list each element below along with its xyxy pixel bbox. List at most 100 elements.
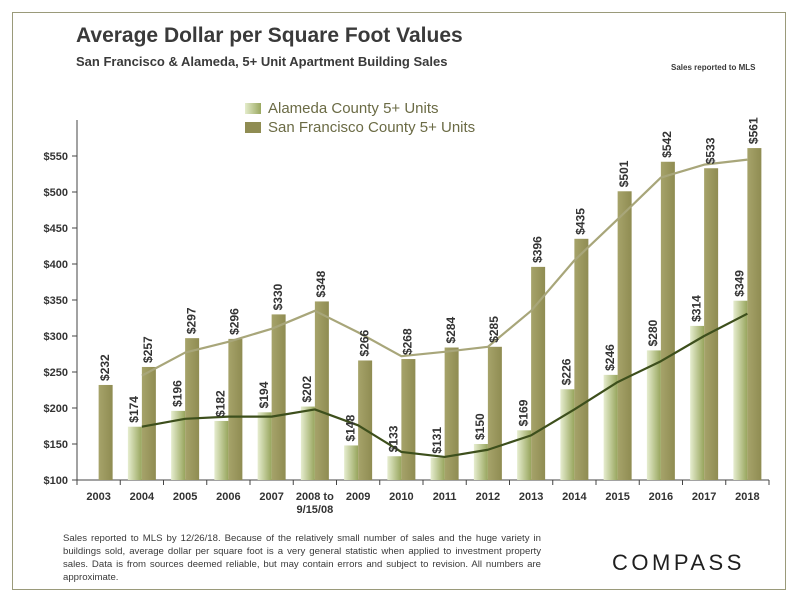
y-tick-label: $300	[44, 331, 68, 343]
data-label-san-francisco: $285	[487, 316, 501, 343]
data-label-alameda: $150	[473, 413, 487, 440]
bar-san-francisco	[531, 266, 546, 480]
bar-san-francisco	[141, 366, 156, 480]
data-label-san-francisco: $435	[574, 208, 588, 235]
bar-alameda	[560, 389, 575, 480]
data-label-alameda: $131	[430, 427, 444, 454]
data-label-alameda: $226	[560, 358, 574, 385]
legend-swatch-alameda	[245, 103, 261, 114]
data-label-san-francisco: $296	[228, 308, 242, 335]
y-tick-label: $250	[44, 367, 68, 379]
data-label-san-francisco: $396	[530, 236, 544, 263]
bar-alameda	[257, 412, 272, 480]
legend-swatch-sf	[245, 122, 261, 133]
x-tick-label: 2005	[173, 491, 197, 503]
data-label-alameda: $194	[257, 381, 271, 408]
x-tick-label: 2004	[130, 491, 155, 503]
bar-san-francisco	[660, 161, 675, 480]
x-tick-label: 2012	[476, 491, 500, 503]
data-label-alameda: $349	[733, 270, 747, 297]
data-label-alameda: $148	[343, 414, 357, 441]
bar-san-francisco	[704, 168, 719, 481]
data-label-alameda: $280	[646, 319, 660, 346]
legend-label-sf: San Francisco County 5+ Units	[268, 119, 476, 136]
legend-item-alameda: Alameda County 5+ Units	[245, 99, 475, 118]
data-label-alameda: $174	[127, 396, 141, 423]
bar-alameda	[127, 426, 142, 480]
bar-san-francisco	[185, 338, 200, 480]
legend-item-sf: San Francisco County 5+ Units	[245, 118, 475, 137]
x-tick-label-line2: 9/15/08	[297, 504, 334, 516]
data-label-san-francisco: $284	[444, 316, 458, 343]
bar-san-francisco	[747, 148, 762, 480]
bar-alameda	[690, 325, 705, 480]
bar-alameda	[171, 410, 186, 480]
data-label-san-francisco: $232	[98, 354, 112, 381]
x-tick-label: 2009	[346, 491, 370, 503]
chart-legend: Alameda County 5+ Units San Francisco Co…	[245, 99, 475, 137]
data-label-san-francisco: $348	[314, 270, 328, 297]
trendline-alameda	[141, 312, 748, 459]
x-tick-label: 2014	[562, 491, 587, 503]
bar-alameda	[473, 444, 488, 480]
x-tick-label: 2007	[259, 491, 283, 503]
data-label-san-francisco: $533	[703, 137, 717, 164]
data-label-san-francisco: $501	[617, 160, 631, 187]
bar-alameda	[603, 374, 618, 480]
x-tick-label: 2006	[216, 491, 240, 503]
x-tick-label: 2010	[389, 491, 413, 503]
x-tick-label: 2018	[735, 491, 759, 503]
chart-subtitle: San Francisco & Alameda, 5+ Unit Apartme…	[76, 54, 448, 69]
y-tick-label: $450	[44, 223, 68, 235]
trendline-san-francisco	[141, 158, 748, 377]
x-tick-label: 2013	[519, 491, 543, 503]
source-note: Sales reported to MLS	[671, 63, 756, 72]
bar-alameda	[517, 430, 532, 480]
x-tick-label: 2015	[605, 491, 629, 503]
data-label-alameda: $196	[170, 380, 184, 407]
bar-san-francisco	[314, 301, 329, 480]
bar-alameda	[300, 406, 315, 480]
data-label-san-francisco: $330	[271, 283, 285, 310]
compass-logo: COMPASS	[612, 550, 745, 575]
bar-alameda	[733, 300, 748, 480]
y-tick-label: $350	[44, 295, 68, 307]
bar-san-francisco	[444, 347, 459, 480]
bar-alameda	[214, 420, 229, 480]
data-label-san-francisco: $297	[184, 307, 198, 334]
data-label-alameda: $246	[603, 344, 617, 371]
x-tick-label: 2016	[649, 491, 673, 503]
bar-alameda	[646, 350, 661, 480]
bar-alameda	[344, 445, 359, 480]
x-tick-label: 2003	[86, 491, 110, 503]
chart-title: Average Dollar per Square Foot Values	[76, 24, 463, 47]
bar-san-francisco	[228, 338, 243, 480]
data-label-alameda: $182	[214, 390, 228, 417]
data-label-san-francisco: $257	[141, 336, 155, 363]
data-label-alameda: $314	[689, 295, 703, 322]
data-label-san-francisco: $266	[357, 329, 371, 356]
y-tick-label: $400	[44, 259, 68, 271]
data-label-san-francisco: $542	[660, 131, 674, 158]
bar-san-francisco	[574, 238, 589, 480]
x-tick-label: 2017	[692, 491, 716, 503]
x-tick-label: 2011	[433, 491, 457, 503]
data-label-alameda: $133	[387, 425, 401, 452]
data-label-san-francisco: $268	[401, 328, 415, 355]
bar-san-francisco	[358, 360, 373, 480]
bar-san-francisco	[401, 359, 416, 480]
chart-frame	[12, 12, 786, 590]
data-label-san-francisco: $561	[747, 117, 761, 144]
bar-san-francisco	[487, 346, 502, 480]
bar-san-francisco	[98, 384, 113, 480]
footer-disclaimer: Sales reported to MLS by 12/26/18. Becau…	[63, 533, 541, 583]
data-label-alameda: $202	[300, 376, 314, 403]
bar-alameda	[430, 457, 445, 480]
y-tick-label: $150	[44, 439, 68, 451]
bar-san-francisco	[617, 191, 632, 480]
y-tick-label: $200	[44, 403, 68, 415]
y-tick-label: $100	[44, 475, 68, 487]
y-tick-label: $500	[44, 187, 68, 199]
data-label-alameda: $169	[516, 399, 530, 426]
